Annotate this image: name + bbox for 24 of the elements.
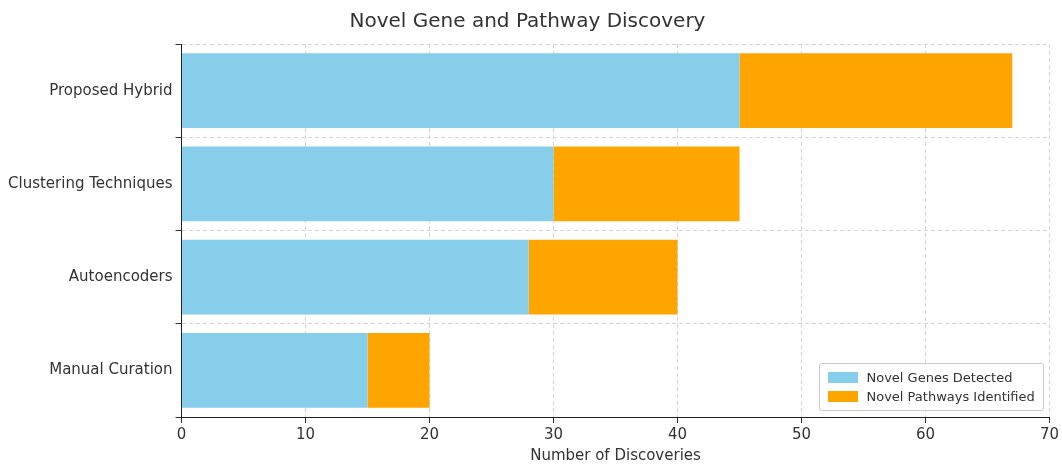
y-tick-label: Autoencoders: [68, 267, 173, 286]
x-tick-label: 20: [419, 424, 440, 443]
bar: [739, 53, 1013, 128]
bar: [367, 333, 430, 408]
x-tick-label: 60: [915, 424, 936, 443]
chart-title: Novel Gene and Pathway Discovery: [349, 8, 706, 33]
legend-label: Novel Pathways Identified: [866, 388, 1035, 406]
x-axis-title: Number of Discoveries: [530, 445, 702, 464]
bar: [528, 239, 678, 315]
x-tick-label: 70: [1039, 424, 1059, 443]
bar: [182, 146, 554, 222]
x-tick-label: 40: [667, 424, 688, 443]
bar: [182, 333, 368, 408]
legend-label: Novel Genes Detected: [866, 369, 1013, 387]
x-tick-label: 30: [543, 424, 564, 443]
x-tick-label: 50: [791, 424, 812, 443]
y-tick-label: Manual Curation: [49, 360, 173, 379]
y-tick-label: Clustering Techniques: [8, 173, 173, 192]
bar: [553, 146, 740, 222]
x-tick-label: 0: [176, 424, 187, 443]
y-tick-label: Proposed Hybrid: [49, 80, 173, 99]
x-tick-label: 10: [295, 424, 316, 443]
bar: [182, 239, 529, 315]
bar: [182, 53, 740, 128]
